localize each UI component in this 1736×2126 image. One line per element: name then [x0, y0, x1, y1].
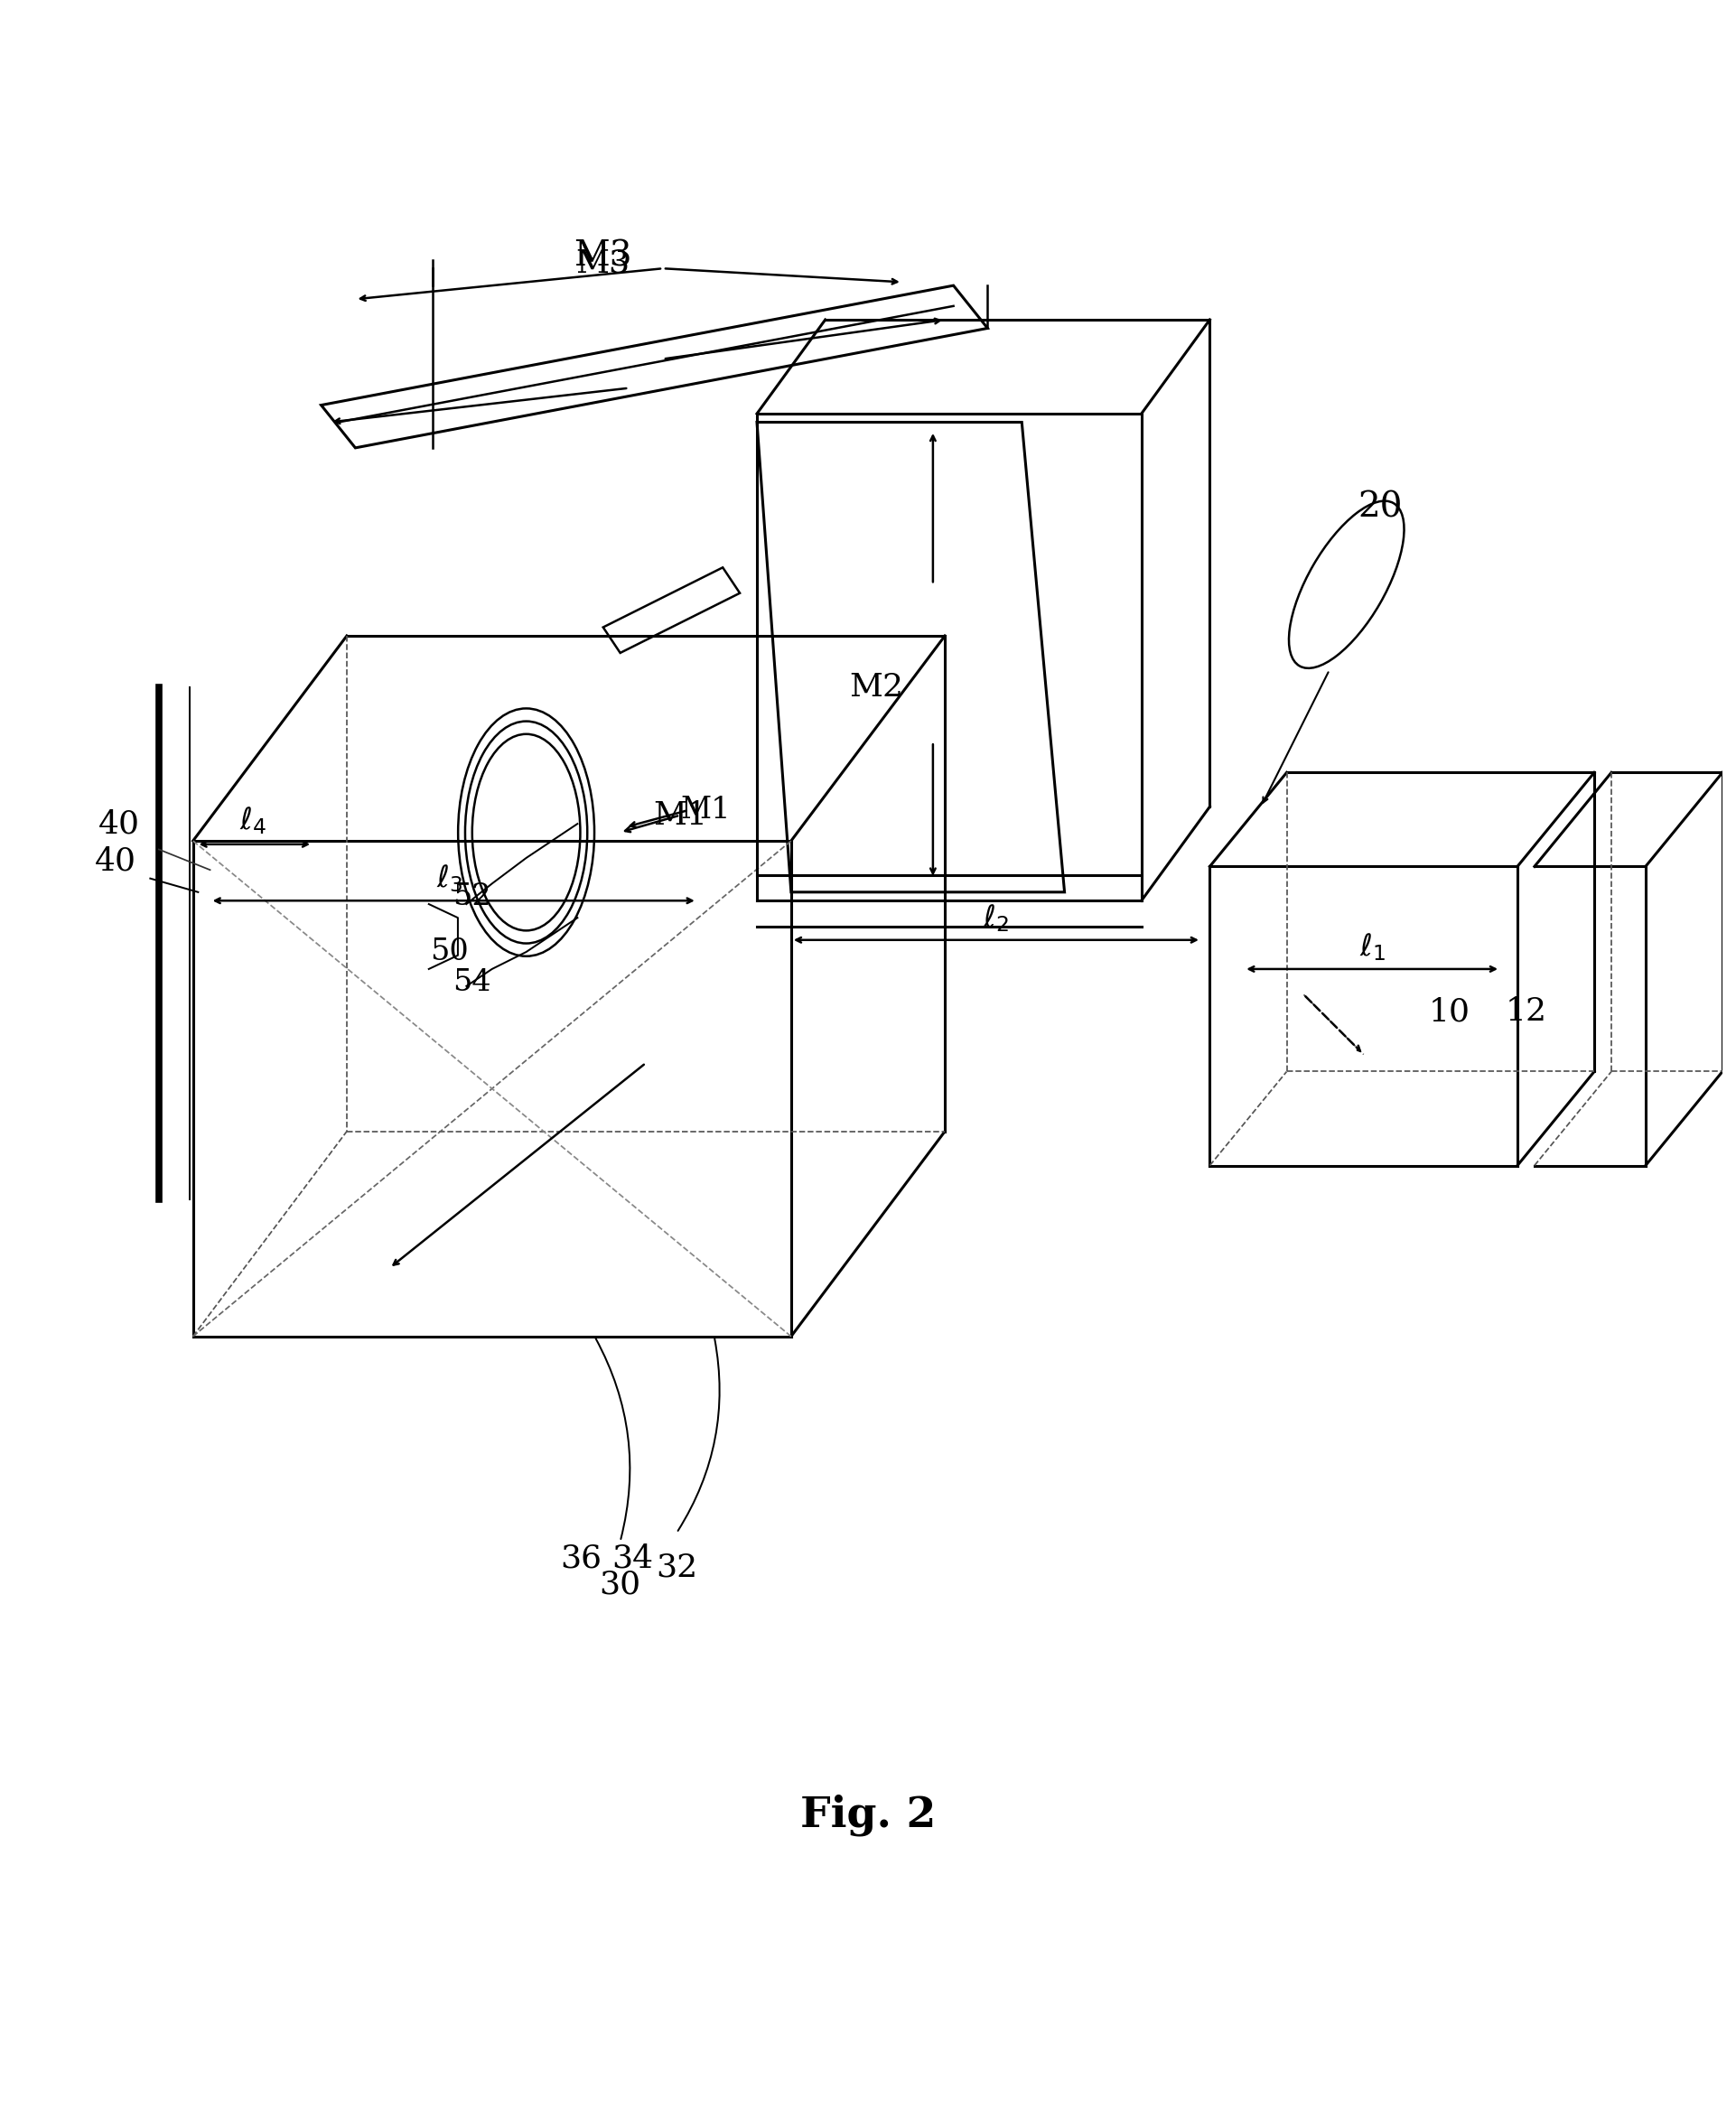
Text: $\ell_2$: $\ell_2$	[983, 901, 1009, 933]
Text: 40: 40	[95, 846, 137, 876]
Text: 12: 12	[1505, 997, 1547, 1027]
Text: $\ell_1$: $\ell_1$	[1359, 931, 1385, 963]
Text: 32: 32	[656, 1552, 698, 1582]
Text: 52: 52	[453, 882, 491, 912]
Text: M1: M1	[681, 795, 731, 825]
Text: 40: 40	[99, 808, 141, 840]
Text: M2: M2	[849, 672, 904, 702]
Text: 54: 54	[453, 967, 491, 997]
Text: $\ell_3$: $\ell_3$	[436, 863, 462, 895]
Text: 50: 50	[431, 938, 469, 967]
Text: $\ell_4$: $\ell_4$	[240, 804, 266, 836]
Text: M3: M3	[575, 240, 632, 272]
Text: 10: 10	[1429, 997, 1470, 1027]
Text: M3: M3	[576, 249, 630, 279]
Text: 30: 30	[599, 1569, 641, 1599]
Text: M1: M1	[653, 799, 707, 831]
Text: 20: 20	[1358, 491, 1403, 525]
Text: 34: 34	[611, 1543, 653, 1573]
Text: Fig. 2: Fig. 2	[800, 1794, 936, 1837]
Text: 36: 36	[561, 1543, 602, 1573]
